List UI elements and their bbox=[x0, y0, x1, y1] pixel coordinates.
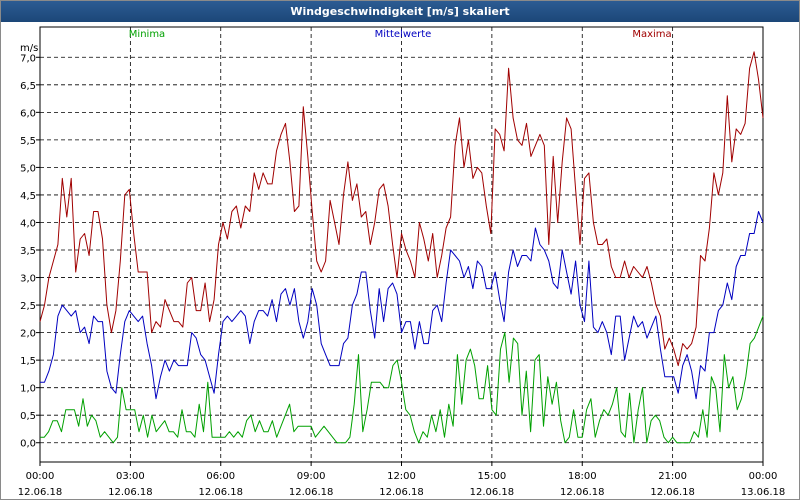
x-axis: 00:00 12.06.18 03:00 12.06.18 06:00 12.06.18 0… bbox=[18, 462, 786, 498]
y-tick-label: 4,0 bbox=[20, 218, 36, 229]
legend-label-minima: Minima bbox=[129, 29, 165, 40]
legend-label-maxima: Maxima bbox=[632, 29, 671, 40]
x-tick-date-label: 12.06.18 bbox=[560, 487, 605, 498]
y-tick-label: 6,5 bbox=[20, 81, 36, 92]
x-tick-time-label: 12:00 bbox=[387, 471, 416, 482]
y-tick-label: 0,0 bbox=[20, 439, 36, 450]
x-tick-date-label: 12.06.18 bbox=[650, 487, 695, 498]
x-tick-time-label: 21:00 bbox=[658, 471, 687, 482]
x-tick-time-label: 00:00 bbox=[749, 471, 778, 482]
x-tick-time-label: 15:00 bbox=[477, 471, 506, 482]
y-tick-label: 5,0 bbox=[20, 163, 36, 174]
x-tick-time-label: 18:00 bbox=[568, 471, 597, 482]
x-tick-time-label: 09:00 bbox=[297, 471, 326, 482]
y-tick-label: 0,5 bbox=[20, 411, 36, 422]
y-tick-label: 1,5 bbox=[20, 356, 36, 367]
x-tick-date-label: 12.06.18 bbox=[108, 487, 153, 498]
y-tick-label: 6,0 bbox=[20, 108, 36, 119]
y-tick-label: 5,5 bbox=[20, 136, 36, 147]
chart-title: Windgeschwindigkeit [m/s] skaliert bbox=[1, 1, 799, 22]
x-tick-date-label: 12.06.18 bbox=[18, 487, 63, 498]
x-tick-date-label: 12.06.18 bbox=[289, 487, 334, 498]
y-tick-label: 3,0 bbox=[20, 274, 36, 285]
series-line-mittelwerte bbox=[40, 211, 764, 400]
x-tick-time-label: 06:00 bbox=[206, 471, 235, 482]
x-tick-date-label: 12.06.18 bbox=[379, 487, 424, 498]
y-tick-label: 4,5 bbox=[20, 191, 36, 202]
x-tick-time-label: 00:00 bbox=[26, 471, 55, 482]
x-tick-time-label: 03:00 bbox=[116, 471, 145, 482]
y-axis-unit-label: m/s bbox=[20, 43, 38, 54]
series-line-minima bbox=[40, 315, 764, 444]
x-tick-date-label: 12.06.18 bbox=[198, 487, 243, 498]
series-line-maxima bbox=[39, 51, 764, 367]
x-tick-date-label: 12.06.18 bbox=[470, 487, 515, 498]
y-tick-label: 1,0 bbox=[20, 384, 36, 395]
wind-speed-chart: 0,0 0,5 1,0 1,5 2,0 2,5 3,0 3,5 4,0 4,5 5,0 5,5 6,0 6… bbox=[18, 26, 786, 498]
x-tick-date-label: 13.06.18 bbox=[741, 487, 786, 498]
y-tick-label: 2,5 bbox=[20, 301, 36, 312]
y-tick-label: 2,0 bbox=[20, 329, 36, 340]
y-tick-label: 3,5 bbox=[20, 246, 36, 257]
y-axis: 0,0 0,5 1,0 1,5 2,0 2,5 3,0 3,5 4,0 4,5 5,0 5,5 6,0 6… bbox=[20, 53, 40, 450]
legend-label-mittelwerte: Mittelwerte bbox=[375, 29, 432, 40]
legend: Maxima Mittelwerte Minima bbox=[129, 29, 672, 40]
series-layer bbox=[39, 51, 764, 444]
grid-layer bbox=[40, 27, 763, 462]
y-tick-label: 7,0 bbox=[20, 53, 36, 64]
